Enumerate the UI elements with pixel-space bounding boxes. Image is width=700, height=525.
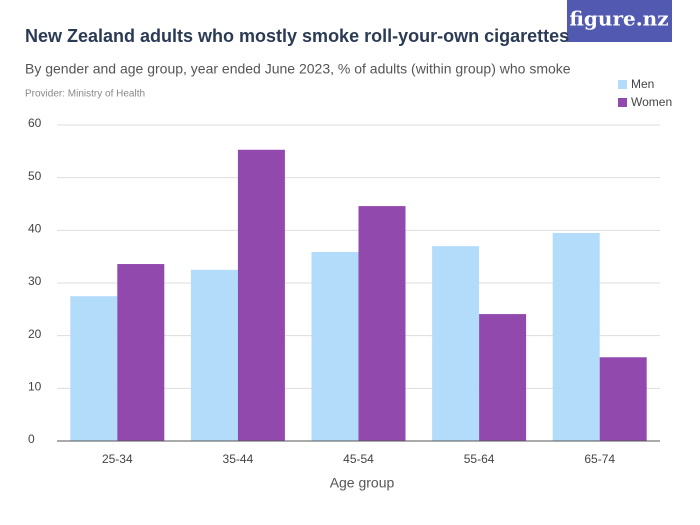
bar (70, 296, 118, 441)
x-axis-label: Age group (330, 475, 395, 491)
bar (117, 264, 165, 441)
logo: figure.nz (569, 7, 668, 31)
legend-swatch (618, 80, 627, 89)
bar (237, 149, 285, 441)
bar (311, 251, 359, 441)
legend-swatch (618, 98, 627, 107)
bar (552, 232, 600, 441)
legend-label: Men (631, 77, 654, 91)
subtitle: By gender and age group, year ended June… (25, 61, 571, 77)
y-tick-label: 40 (28, 222, 42, 236)
y-tick-label: 20 (28, 327, 42, 341)
y-tick-label: 60 (28, 116, 42, 130)
bar (479, 314, 527, 441)
chart-title: New Zealand adults who mostly smoke roll… (25, 26, 569, 46)
logo-box (567, 0, 672, 42)
legend-label: Women (631, 95, 672, 109)
bar (599, 357, 647, 441)
x-tick-label: 55-64 (464, 452, 495, 466)
provider: Provider: Ministry of Health (25, 89, 145, 100)
bar (190, 269, 238, 441)
x-tick-label: 65-74 (584, 452, 615, 466)
bar (432, 246, 480, 441)
bar (358, 206, 406, 441)
x-tick-label: 35-44 (223, 452, 254, 466)
y-tick-label: 50 (28, 169, 42, 183)
x-tick-label: 45-54 (343, 452, 374, 466)
y-tick-label: 30 (28, 274, 42, 288)
y-tick-label: 0 (28, 432, 35, 446)
y-tick-label: 10 (28, 380, 42, 394)
x-tick-label: 25-34 (102, 452, 133, 466)
